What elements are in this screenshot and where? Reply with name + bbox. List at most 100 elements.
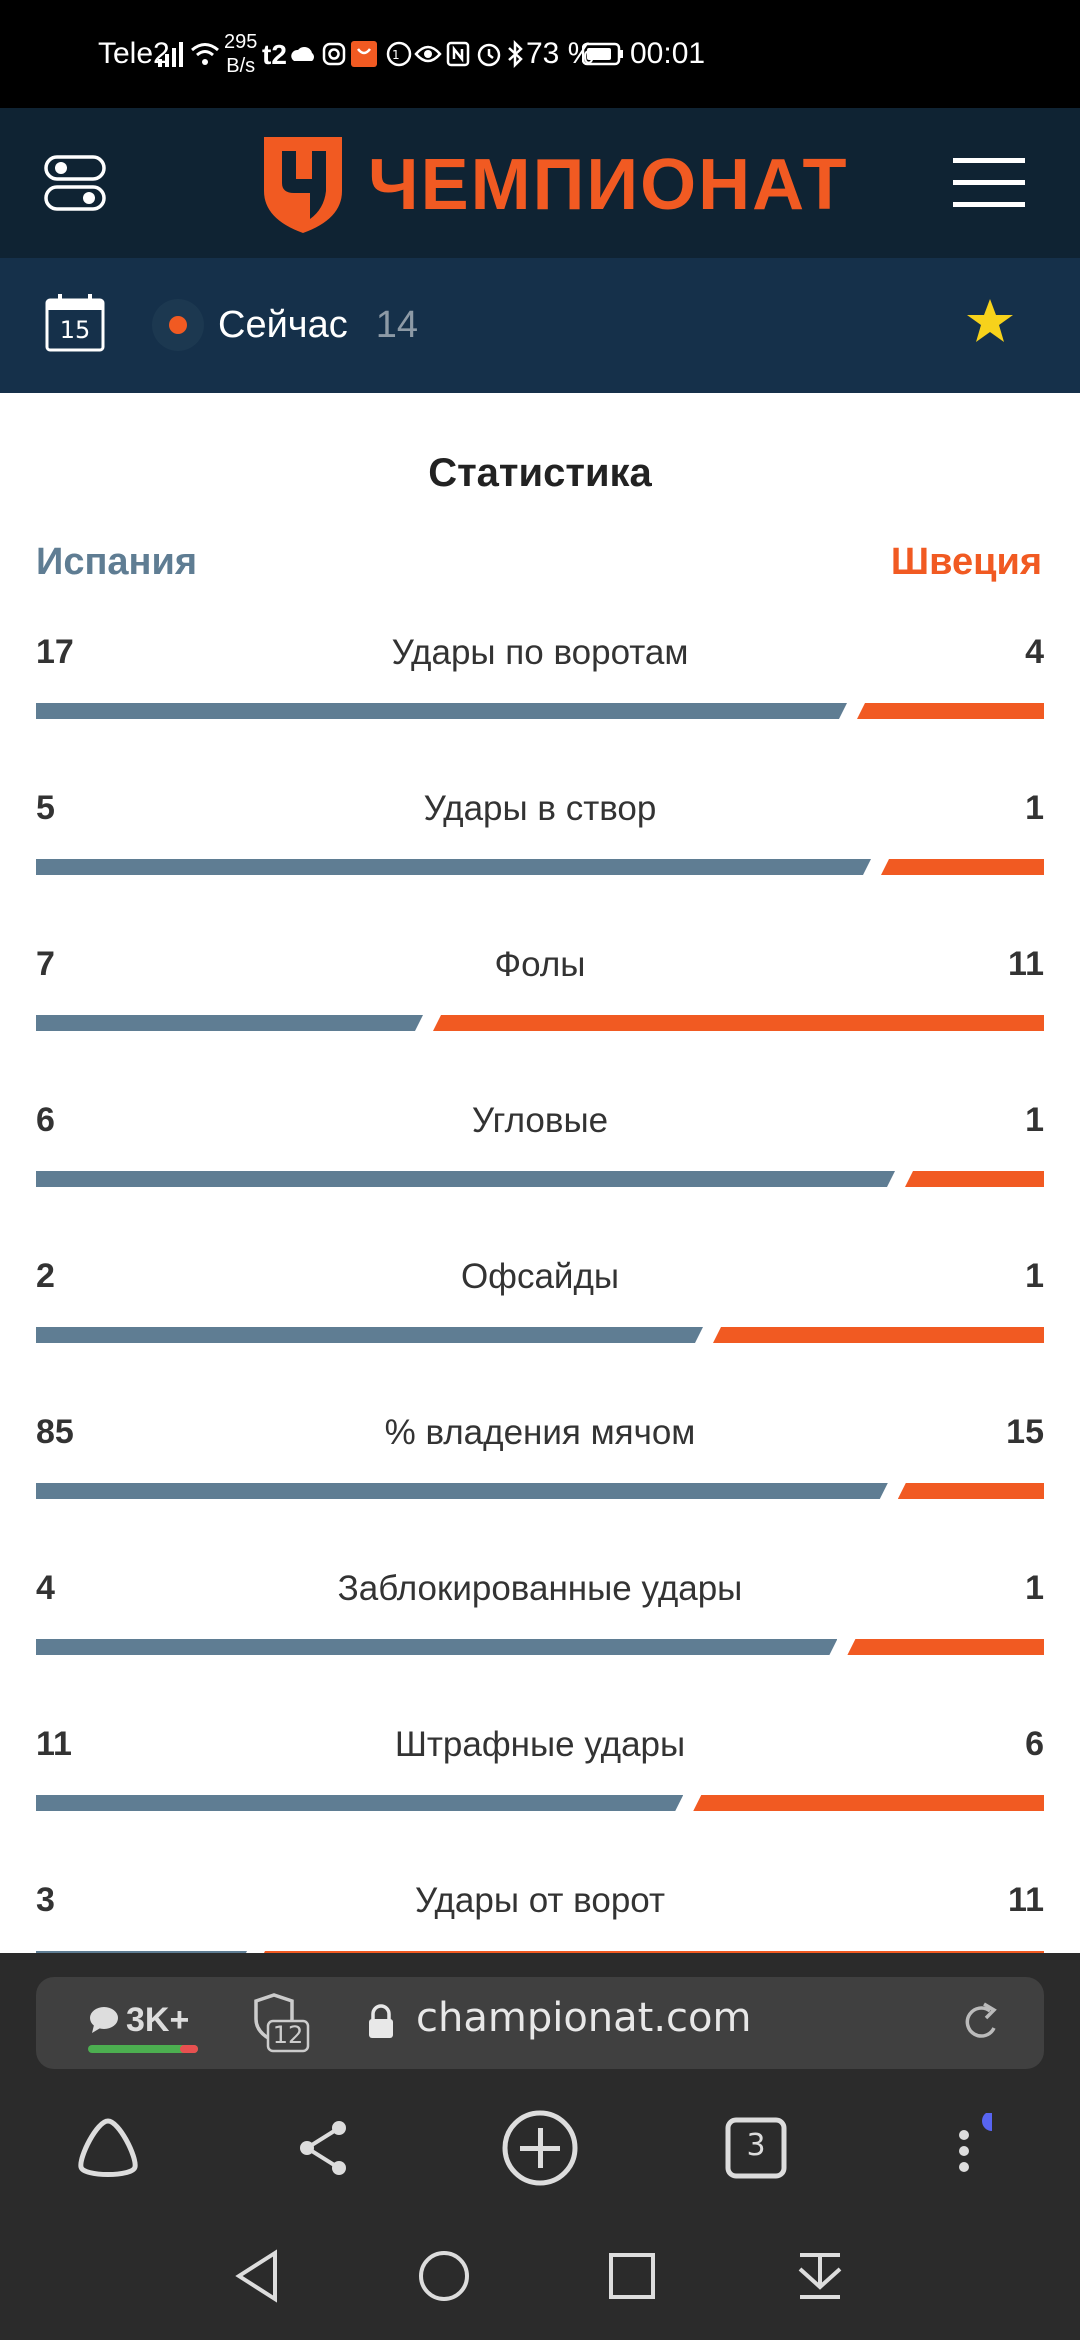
stat-away-value: 11 [1008, 1881, 1044, 1919]
url-text[interactable]: championat.com [416, 1995, 752, 2041]
system-back-icon[interactable] [218, 2236, 298, 2316]
stat-bar-home [36, 1171, 895, 1187]
stats-panel: Статистика Испания Швеция 17 Удары по вор… [0, 393, 1080, 1953]
comments-progress-negative [180, 2045, 198, 2053]
stat-home-value: 85 [36, 1413, 74, 1451]
stat-bar-away [905, 1171, 1044, 1187]
stat-bar-away [897, 1483, 1044, 1499]
settings-toggle-icon[interactable] [44, 155, 106, 211]
stat-bar-away [713, 1327, 1044, 1343]
stat-label: Удары в створ [423, 789, 657, 828]
stat-bar-away [257, 1951, 1044, 1953]
stat-bar [36, 1327, 1044, 1343]
stat-away-value: 6 [1025, 1725, 1044, 1763]
stat-label: Штрафные удары [394, 1725, 686, 1764]
system-home-icon[interactable] [404, 2236, 484, 2316]
live-now-filter[interactable]: Сейчас 14 [152, 292, 418, 358]
stat-home-value: 2 [36, 1257, 55, 1295]
shop-app-icon [350, 0, 378, 108]
tracker-count: 12 [272, 2021, 304, 2049]
stat-home-value: 7 [36, 945, 55, 983]
stat-home-value: 6 [36, 1101, 55, 1139]
app-header: ЧЕМПИОНАТ [0, 108, 1080, 258]
stat-away-value: 4 [1025, 633, 1044, 671]
wifi-icon [190, 0, 220, 108]
stat-row: 2 Офсайды 1 [36, 1257, 1044, 1377]
away-team-name: Швеция [890, 541, 1042, 583]
stat-label: Заблокированные удары [337, 1569, 743, 1608]
stat-row: 17 Удары по воротам 4 [36, 633, 1044, 753]
stat-row: 7 Фолы 11 [36, 945, 1044, 1065]
stat-row: 6 Угловые 1 [36, 1101, 1044, 1221]
stat-row: 4 Заблокированные удары 1 [36, 1569, 1044, 1689]
stat-bar-home [36, 1483, 888, 1499]
stat-label: Фолы [494, 945, 586, 984]
stat-bar-home [36, 1951, 247, 1953]
menu-icon[interactable] [953, 156, 1025, 210]
stat-away-value: 1 [1025, 1569, 1044, 1607]
stat-bar [36, 1639, 1044, 1655]
stat-bar [36, 859, 1044, 875]
share-icon[interactable] [283, 2108, 363, 2188]
stat-bar-away [857, 703, 1044, 719]
stat-away-value: 1 [1025, 1257, 1044, 1295]
eye-icon [414, 0, 442, 108]
address-bar[interactable] [36, 1977, 1044, 2069]
more-menu-icon[interactable] [932, 2108, 1012, 2188]
lock-icon [366, 2004, 396, 2040]
clock: 00:01 [630, 37, 706, 70]
tracker-shield-icon[interactable]: 12 [250, 1993, 310, 2053]
stat-row: 85 % владения мячом 15 [36, 1413, 1044, 1533]
new-tab-icon[interactable] [500, 2108, 580, 2188]
svg-text:t2: t2 [262, 39, 287, 69]
stat-bar-home [36, 859, 871, 875]
favorite-star-icon[interactable] [965, 296, 1015, 346]
system-recents-icon[interactable] [592, 2236, 672, 2316]
stat-home-value: 4 [36, 1569, 55, 1607]
tabs-icon [725, 2117, 787, 2179]
live-dot-icon [152, 299, 204, 351]
carrier-label: Tele2 [98, 37, 170, 70]
brand-shield-icon [264, 137, 342, 233]
battery-icon [582, 0, 624, 108]
brand-logo[interactable]: ЧЕМПИОНАТ [260, 130, 848, 240]
stat-label: Удары от ворот [414, 1881, 666, 1920]
home-team-name: Испания [36, 541, 198, 583]
comments-count: 3K+ [126, 2000, 190, 2039]
brand-name: ЧЕМПИОНАТ [368, 145, 849, 225]
stat-away-value: 11 [1008, 945, 1044, 983]
net-speed: 295 B/s [224, 0, 257, 108]
stat-bar [36, 1795, 1044, 1811]
comment-bubble-icon [90, 2007, 118, 2033]
now-label: Сейчас [218, 303, 348, 346]
stat-bar-away [881, 859, 1044, 875]
reload-icon[interactable] [960, 1998, 1004, 2046]
stat-label: % владения мячом [384, 1413, 696, 1452]
calendar-icon[interactable]: 15 [44, 292, 106, 354]
stat-home-value: 11 [36, 1725, 72, 1763]
tabs-button[interactable]: 3 [716, 2108, 796, 2188]
instagram-icon [322, 0, 346, 108]
svg-text:1: 1 [392, 48, 400, 62]
net-speed-value: 295 [224, 31, 258, 53]
stat-bar-away [847, 1639, 1044, 1655]
calendar-day: 15 [59, 316, 91, 344]
comments-button[interactable]: 3K+ [88, 1995, 189, 2045]
stat-label: Удары по воротам [391, 633, 689, 672]
comments-progress-positive [88, 2045, 198, 2053]
stat-bar [36, 703, 1044, 719]
stat-bar [36, 1171, 1044, 1187]
net-speed-unit: B/s [226, 55, 256, 77]
stat-bar-away [693, 1795, 1044, 1811]
stat-bar [36, 1483, 1044, 1499]
system-notifications-icon[interactable] [780, 2236, 860, 2316]
stat-home-value: 17 [36, 633, 74, 671]
data-saver-icon: 1 [386, 0, 412, 108]
stat-bar-home [36, 703, 847, 719]
stat-bar-home [36, 1327, 703, 1343]
alice-assistant-icon[interactable] [68, 2108, 148, 2188]
stat-bar [36, 1951, 1044, 1953]
stat-label: Офсайды [460, 1257, 620, 1296]
tabs-count: 3 [746, 2128, 766, 2163]
stat-home-value: 5 [36, 789, 55, 827]
